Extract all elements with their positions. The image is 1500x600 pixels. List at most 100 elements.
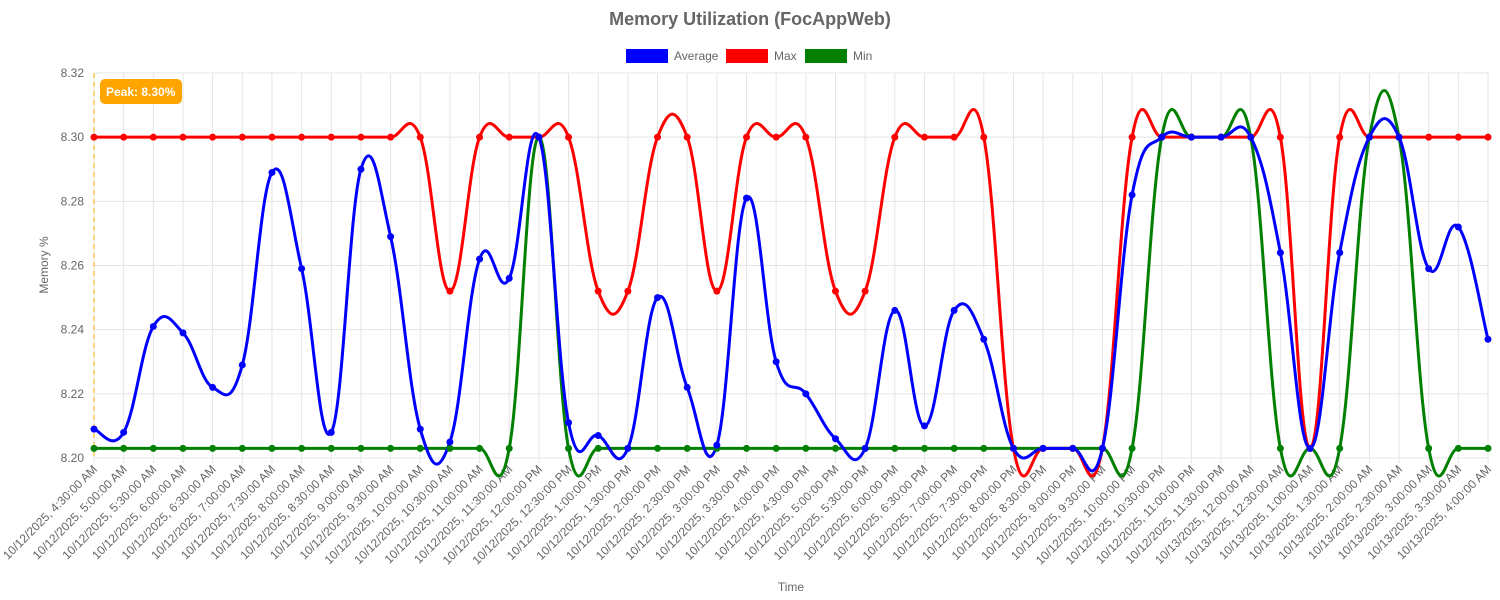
data-point-average[interactable] — [1365, 133, 1373, 141]
data-point-average[interactable] — [624, 444, 632, 452]
data-point-average[interactable] — [1306, 444, 1314, 452]
data-point-min[interactable] — [1425, 444, 1433, 452]
data-point-max[interactable] — [149, 133, 157, 141]
data-point-average[interactable] — [298, 265, 306, 273]
data-point-min[interactable] — [950, 444, 958, 452]
legend-item-average[interactable]: Average — [626, 49, 719, 63]
data-point-average[interactable] — [861, 444, 869, 452]
data-point-average[interactable] — [357, 165, 365, 173]
data-point-max[interactable] — [624, 287, 632, 295]
data-point-average[interactable] — [416, 425, 424, 433]
data-point-average[interactable] — [1128, 191, 1136, 199]
data-point-max[interactable] — [1425, 133, 1433, 141]
data-point-max[interactable] — [446, 287, 454, 295]
data-point-average[interactable] — [120, 428, 128, 436]
data-point-min[interactable] — [1454, 444, 1462, 452]
data-point-min[interactable] — [831, 444, 839, 452]
data-point-max[interactable] — [238, 133, 246, 141]
data-point-min[interactable] — [476, 444, 484, 452]
data-point-max[interactable] — [683, 133, 691, 141]
data-point-average[interactable] — [713, 441, 721, 449]
data-point-max[interactable] — [654, 133, 662, 141]
data-point-min[interactable] — [683, 444, 691, 452]
data-point-min[interactable] — [149, 444, 157, 452]
data-point-max[interactable] — [476, 133, 484, 141]
data-point-max[interactable] — [387, 133, 395, 141]
data-point-average[interactable] — [387, 233, 395, 241]
data-point-max[interactable] — [1336, 133, 1344, 141]
data-point-min[interactable] — [268, 444, 276, 452]
data-point-average[interactable] — [594, 432, 602, 440]
data-point-max[interactable] — [298, 133, 306, 141]
data-point-max[interactable] — [802, 133, 810, 141]
data-point-max[interactable] — [505, 133, 513, 141]
data-point-min[interactable] — [594, 444, 602, 452]
data-point-min[interactable] — [357, 444, 365, 452]
data-point-min[interactable] — [565, 444, 573, 452]
legend-item-min[interactable]: Min — [805, 49, 872, 63]
data-point-min[interactable] — [90, 444, 98, 452]
data-point-average[interactable] — [950, 306, 958, 314]
data-point-average[interactable] — [535, 133, 543, 141]
data-point-average[interactable] — [565, 419, 573, 427]
data-point-average[interactable] — [920, 422, 928, 430]
data-point-max[interactable] — [90, 133, 98, 141]
data-point-max[interactable] — [743, 133, 751, 141]
data-point-min[interactable] — [920, 444, 928, 452]
data-point-max[interactable] — [565, 133, 573, 141]
data-point-average[interactable] — [1187, 133, 1195, 141]
data-point-average[interactable] — [654, 294, 662, 302]
data-point-max[interactable] — [950, 133, 958, 141]
data-point-average[interactable] — [446, 438, 454, 446]
data-point-min[interactable] — [1128, 444, 1136, 452]
data-point-max[interactable] — [1454, 133, 1462, 141]
data-point-average[interactable] — [90, 425, 98, 433]
data-point-average[interactable] — [1276, 249, 1284, 257]
data-point-average[interactable] — [327, 428, 335, 436]
data-point-average[interactable] — [1336, 249, 1344, 257]
data-point-max[interactable] — [831, 287, 839, 295]
data-point-min[interactable] — [505, 444, 513, 452]
data-point-max[interactable] — [209, 133, 217, 141]
data-point-average[interactable] — [268, 168, 276, 176]
data-point-max[interactable] — [980, 133, 988, 141]
data-point-max[interactable] — [1276, 133, 1284, 141]
data-point-average[interactable] — [1098, 444, 1106, 452]
data-point-average[interactable] — [238, 361, 246, 369]
data-point-max[interactable] — [327, 133, 335, 141]
data-point-average[interactable] — [980, 335, 988, 343]
data-point-min[interactable] — [1336, 444, 1344, 452]
data-point-min[interactable] — [1484, 444, 1492, 452]
data-point-average[interactable] — [1217, 133, 1225, 141]
data-point-average[interactable] — [1069, 444, 1077, 452]
data-point-min[interactable] — [327, 444, 335, 452]
data-point-max[interactable] — [713, 287, 721, 295]
data-point-average[interactable] — [1039, 444, 1047, 452]
data-point-min[interactable] — [298, 444, 306, 452]
data-point-average[interactable] — [1454, 223, 1462, 231]
data-point-max[interactable] — [594, 287, 602, 295]
data-point-min[interactable] — [120, 444, 128, 452]
data-point-max[interactable] — [357, 133, 365, 141]
data-point-average[interactable] — [1484, 335, 1492, 343]
data-point-average[interactable] — [1395, 133, 1403, 141]
data-point-max[interactable] — [920, 133, 928, 141]
data-point-max[interactable] — [120, 133, 128, 141]
data-point-min[interactable] — [209, 444, 217, 452]
data-point-min[interactable] — [446, 444, 454, 452]
data-point-max[interactable] — [861, 287, 869, 295]
data-point-max[interactable] — [416, 133, 424, 141]
data-point-average[interactable] — [209, 383, 217, 391]
data-point-average[interactable] — [1425, 265, 1433, 273]
data-point-max[interactable] — [268, 133, 276, 141]
data-point-average[interactable] — [1009, 444, 1017, 452]
data-point-average[interactable] — [1158, 133, 1166, 141]
data-point-min[interactable] — [416, 444, 424, 452]
data-point-average[interactable] — [772, 358, 780, 366]
legend-item-max[interactable]: Max — [726, 49, 797, 63]
data-point-min[interactable] — [654, 444, 662, 452]
data-point-min[interactable] — [238, 444, 246, 452]
data-point-min[interactable] — [179, 444, 187, 452]
data-point-average[interactable] — [743, 194, 751, 202]
data-point-max[interactable] — [772, 133, 780, 141]
